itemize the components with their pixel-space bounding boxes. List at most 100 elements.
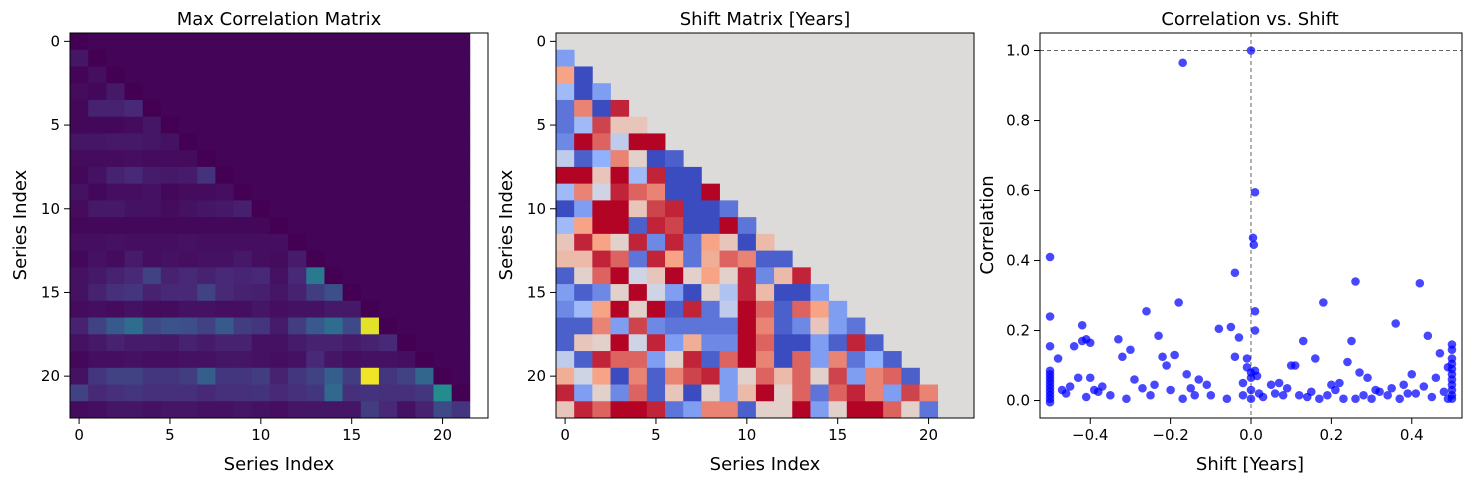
heatmap-cell — [70, 401, 89, 419]
heatmap-cell — [628, 116, 648, 134]
heatmap-cell — [397, 99, 416, 118]
heatmap-cell — [251, 367, 271, 385]
heatmap-cell — [665, 166, 684, 185]
heatmap-cell — [142, 150, 162, 168]
heatmap-cell — [628, 166, 648, 185]
heatmap-cell — [360, 367, 380, 385]
heatmap-cell — [592, 183, 611, 201]
heatmap-cell — [755, 284, 775, 302]
heatmap-cell — [628, 317, 648, 335]
heatmap-cell — [106, 200, 125, 218]
heatmap-cell — [610, 217, 630, 235]
heatmap-cell — [251, 317, 271, 335]
heatmap-cell — [451, 233, 471, 252]
heatmap-cell — [306, 300, 325, 318]
x-tick-label: 15 — [828, 426, 847, 444]
heatmap-cell — [415, 351, 434, 369]
heatmap-cell — [306, 99, 325, 118]
heatmap-cell — [88, 384, 107, 402]
heatmap-cell — [397, 133, 416, 151]
scatter-point — [1130, 375, 1139, 384]
scatter-point — [1190, 390, 1200, 400]
heatmap-cell — [378, 401, 398, 419]
heatmap-cell — [251, 233, 271, 252]
heatmap-cell — [142, 33, 162, 51]
y-tick-label: 0.6 — [1006, 182, 1030, 200]
heatmap-cell — [378, 150, 398, 168]
heatmap-cell — [683, 334, 702, 352]
heatmap-cell — [269, 116, 289, 134]
heatmap-cell — [324, 300, 344, 318]
heatmap-cell — [70, 83, 89, 101]
heatmap-cell — [142, 66, 162, 84]
heatmap-cell — [70, 183, 89, 201]
heatmap-cell — [646, 217, 666, 235]
heatmap-cell — [142, 99, 162, 118]
scatter-point — [1214, 324, 1224, 334]
heatmap-cell — [755, 334, 775, 352]
heatmap-cell — [901, 367, 920, 385]
scatter-point — [1252, 371, 1262, 381]
scatter-point — [1234, 333, 1244, 342]
heatmap-cell — [70, 367, 89, 385]
heatmap-cell — [556, 83, 575, 101]
heatmap-cell — [179, 217, 198, 235]
heatmap-cell — [556, 200, 575, 218]
scatter-point — [1391, 319, 1400, 328]
scatter-point — [1395, 394, 1405, 404]
heatmap-cell — [415, 166, 434, 185]
axis-ticks: 0 5 10 15 20 0 5 10 15 20 — [41, 32, 452, 444]
heatmap-cell — [233, 66, 253, 84]
heatmap-cell — [646, 384, 666, 402]
heatmap-cell — [719, 300, 739, 318]
heatmap-cell — [719, 233, 739, 252]
heatmap-cell — [774, 300, 793, 318]
scatter-point — [1126, 345, 1135, 355]
heatmap-cell — [306, 267, 325, 285]
heatmap-cell — [70, 351, 89, 369]
heatmap-cell — [451, 166, 471, 185]
heatmap-cell — [124, 367, 144, 385]
heatmap-cell — [415, 300, 434, 318]
heatmap-cell — [755, 250, 775, 268]
heatmap-cell — [574, 351, 593, 369]
heatmap-cell — [433, 267, 453, 285]
heatmap-cell — [665, 217, 684, 235]
heatmap-cell — [160, 66, 180, 84]
heatmap-cell — [360, 116, 380, 134]
heatmap-cell — [124, 49, 144, 67]
heatmap-cell — [197, 317, 216, 335]
heatmap-cell — [179, 183, 198, 201]
heatmap-cell — [360, 317, 380, 335]
scatter-point — [1387, 383, 1396, 393]
y-tick-label: 10 — [41, 200, 60, 218]
heatmap-cell — [179, 401, 198, 419]
heatmap-cell — [360, 217, 380, 235]
heatmap-cell — [592, 401, 611, 419]
heatmap-cell — [451, 401, 471, 419]
heatmap-cell — [556, 267, 575, 285]
heatmap-cell — [646, 150, 666, 168]
heatmap-cell — [160, 99, 180, 118]
heatmap-cell — [592, 133, 611, 151]
heatmap-cell — [683, 166, 702, 185]
heatmap-cell — [324, 33, 344, 51]
heatmap-cell — [360, 99, 380, 118]
heatmap-cell — [70, 300, 89, 318]
heatmap-cell — [142, 334, 162, 352]
heatmap-cell — [342, 267, 362, 285]
heatmap-cell — [269, 83, 289, 101]
heatmap-cell — [215, 284, 234, 302]
heatmap-cell — [306, 66, 325, 84]
heatmap-cell — [719, 250, 739, 268]
scatter-point — [1298, 336, 1308, 346]
heatmap-cell — [415, 83, 434, 101]
heatmap-cell — [397, 116, 416, 134]
heatmap-cell — [415, 49, 434, 67]
scatter-point — [1319, 298, 1328, 307]
scatter-point — [1097, 382, 1107, 391]
heatmap-cell — [360, 183, 380, 201]
heatmap-cell — [665, 401, 684, 419]
heatmap-cell — [251, 83, 271, 101]
heatmap-cell — [610, 284, 630, 302]
